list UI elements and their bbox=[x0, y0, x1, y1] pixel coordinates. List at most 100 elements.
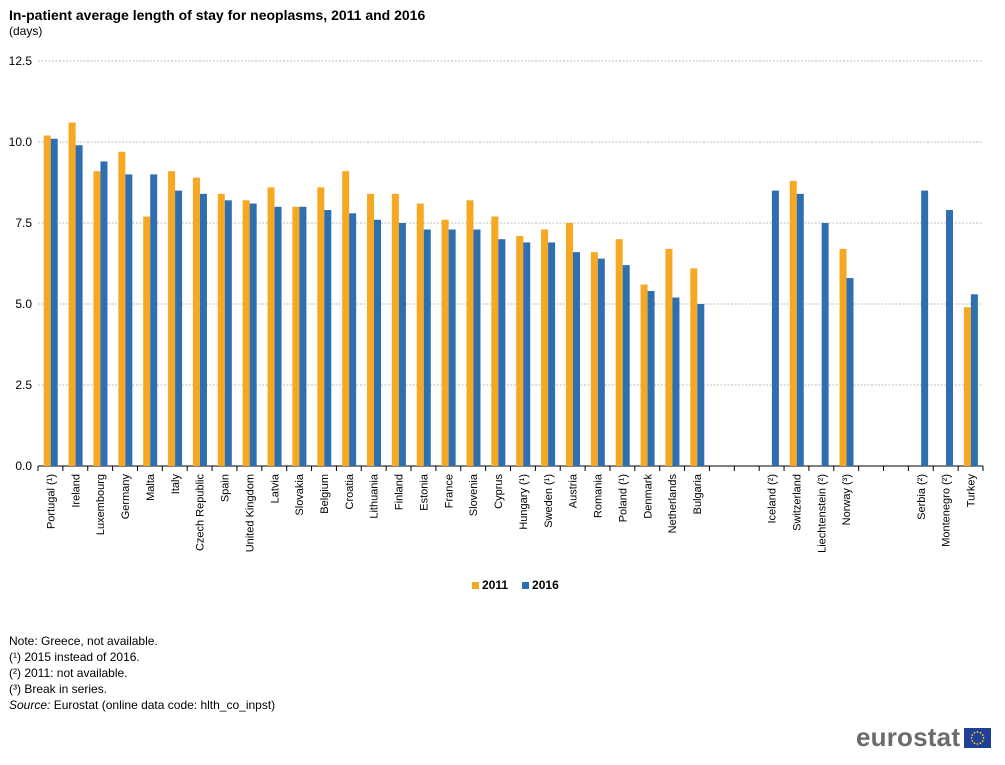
x-tick-label: Netherlands bbox=[667, 474, 679, 534]
note-line: (²) 2011: not available. bbox=[9, 666, 128, 680]
x-tick-label: Portugal (¹) bbox=[45, 474, 57, 529]
x-tick-label: Norway (³) bbox=[841, 474, 853, 525]
bar-2011 bbox=[43, 135, 51, 466]
bar-2016 bbox=[622, 265, 630, 466]
chart-title: In-patient average length of stay for ne… bbox=[9, 7, 426, 23]
x-tick-label: Slovakia bbox=[294, 473, 306, 515]
chart-subtitle: (days) bbox=[9, 24, 43, 38]
bar-2016 bbox=[423, 229, 431, 466]
bar-2016 bbox=[398, 223, 406, 466]
bar-2011 bbox=[541, 229, 549, 466]
y-tick-label: 5.0 bbox=[15, 297, 32, 311]
bar-2011 bbox=[93, 171, 101, 466]
bar-2011 bbox=[68, 122, 76, 466]
note-line: (³) Break in series. bbox=[9, 682, 108, 696]
bar-2016 bbox=[821, 223, 829, 466]
x-tick-label: Italy bbox=[170, 474, 182, 495]
y-tick-label: 0.0 bbox=[15, 459, 32, 473]
bar-2011 bbox=[789, 180, 797, 466]
legend-swatch-2016 bbox=[522, 581, 530, 589]
bar-2011 bbox=[217, 193, 225, 466]
bar-2011 bbox=[590, 252, 598, 466]
bar-2016 bbox=[771, 190, 779, 466]
x-tick-label: Belgium bbox=[319, 474, 331, 514]
x-tick-label: France bbox=[443, 474, 455, 508]
x-tick-label: United Kingdom bbox=[244, 474, 256, 552]
bar-2011 bbox=[665, 248, 673, 466]
x-tick-label: Denmark bbox=[642, 474, 654, 519]
bar-2016 bbox=[796, 193, 804, 466]
bar-2011 bbox=[466, 200, 474, 466]
legend-label-2011: 2011 bbox=[482, 578, 509, 592]
bar-2016 bbox=[374, 219, 382, 466]
x-tick-label: Ireland bbox=[70, 474, 82, 508]
bar-2011 bbox=[292, 206, 300, 467]
bar-2011 bbox=[640, 284, 648, 466]
bar-2016 bbox=[523, 242, 531, 466]
bar-2011 bbox=[416, 203, 424, 466]
bar-2016 bbox=[349, 213, 357, 466]
bar-2011 bbox=[143, 216, 151, 466]
bar-2016 bbox=[100, 161, 108, 466]
bar-2016 bbox=[199, 193, 207, 466]
bar-2016 bbox=[846, 278, 854, 466]
x-tick-label: Hungary (¹) bbox=[518, 474, 530, 530]
bar-2016 bbox=[498, 239, 506, 466]
x-tick-label: Liechtenstein (²) bbox=[816, 474, 828, 553]
bar-2016 bbox=[448, 229, 456, 466]
bar-2016 bbox=[647, 291, 655, 466]
x-tick-label: Estonia bbox=[418, 473, 430, 511]
bar-2011 bbox=[267, 187, 275, 467]
x-tick-label: Finland bbox=[394, 474, 406, 510]
bar-2016 bbox=[697, 304, 705, 466]
legend-label-2016: 2016 bbox=[532, 578, 559, 592]
bar-2016 bbox=[224, 200, 232, 466]
bar-2016 bbox=[548, 242, 556, 466]
bar-2011 bbox=[242, 200, 250, 466]
legend: 2011 2016 bbox=[472, 578, 559, 592]
bar-2011 bbox=[441, 219, 449, 466]
bar-2016 bbox=[597, 258, 605, 466]
bar-2016 bbox=[970, 294, 978, 466]
bar-2011 bbox=[963, 307, 971, 466]
bar-2016 bbox=[945, 210, 953, 466]
bar-2011 bbox=[615, 239, 623, 466]
chart-notes: Note: Greece, not available. (¹) 2015 in… bbox=[9, 633, 275, 713]
bar-2016 bbox=[249, 203, 257, 466]
source-line: Source: Eurostat (online data code: hlth… bbox=[9, 697, 275, 713]
bar-2016 bbox=[175, 190, 183, 466]
bar-2011 bbox=[168, 171, 176, 466]
x-tick-label: Montenegro (²) bbox=[941, 474, 953, 547]
x-tick-label: Lithuania bbox=[369, 473, 381, 519]
note-line: Note: Greece, not available. bbox=[9, 634, 158, 648]
legend-swatch-2011 bbox=[472, 581, 479, 589]
x-tick-label: Switzerland bbox=[791, 474, 803, 531]
logo-text: eurostat bbox=[856, 722, 961, 752]
x-tick-label: Cyprus bbox=[493, 474, 505, 509]
y-tick-label: 2.5 bbox=[15, 378, 32, 392]
legend-item-2016[interactable]: 2016 bbox=[522, 578, 559, 592]
x-tick-label: Czech Republic bbox=[195, 474, 207, 552]
bar-2011 bbox=[118, 151, 126, 466]
bar-2011 bbox=[690, 268, 698, 466]
x-tick-label: Slovenia bbox=[468, 473, 480, 516]
legend-item-2011[interactable]: 2011 bbox=[472, 578, 508, 592]
y-tick-label: 12.5 bbox=[9, 54, 33, 68]
note-line: (¹) 2015 instead of 2016. bbox=[9, 650, 140, 664]
x-tick-label: Austria bbox=[568, 473, 580, 508]
bar-2011 bbox=[317, 187, 325, 467]
x-tick-label: Iceland (²) bbox=[767, 474, 779, 524]
bar-2011 bbox=[367, 193, 375, 466]
bar-2016 bbox=[125, 174, 133, 466]
x-tick-label: Romania bbox=[593, 473, 605, 518]
source-text: Eurostat (online data code: hlth_co_inps… bbox=[53, 698, 276, 712]
x-tick-label: Luxembourg bbox=[95, 474, 107, 535]
x-tick-label: Sweden (¹) bbox=[543, 474, 555, 528]
x-tick-label: Bulgaria bbox=[692, 473, 704, 514]
eurostat-logo: eurostat bbox=[856, 722, 992, 753]
bar-2011 bbox=[839, 248, 847, 466]
source-label: Source: bbox=[9, 698, 51, 712]
bar-2016 bbox=[572, 252, 580, 466]
bar-2011 bbox=[491, 216, 499, 466]
